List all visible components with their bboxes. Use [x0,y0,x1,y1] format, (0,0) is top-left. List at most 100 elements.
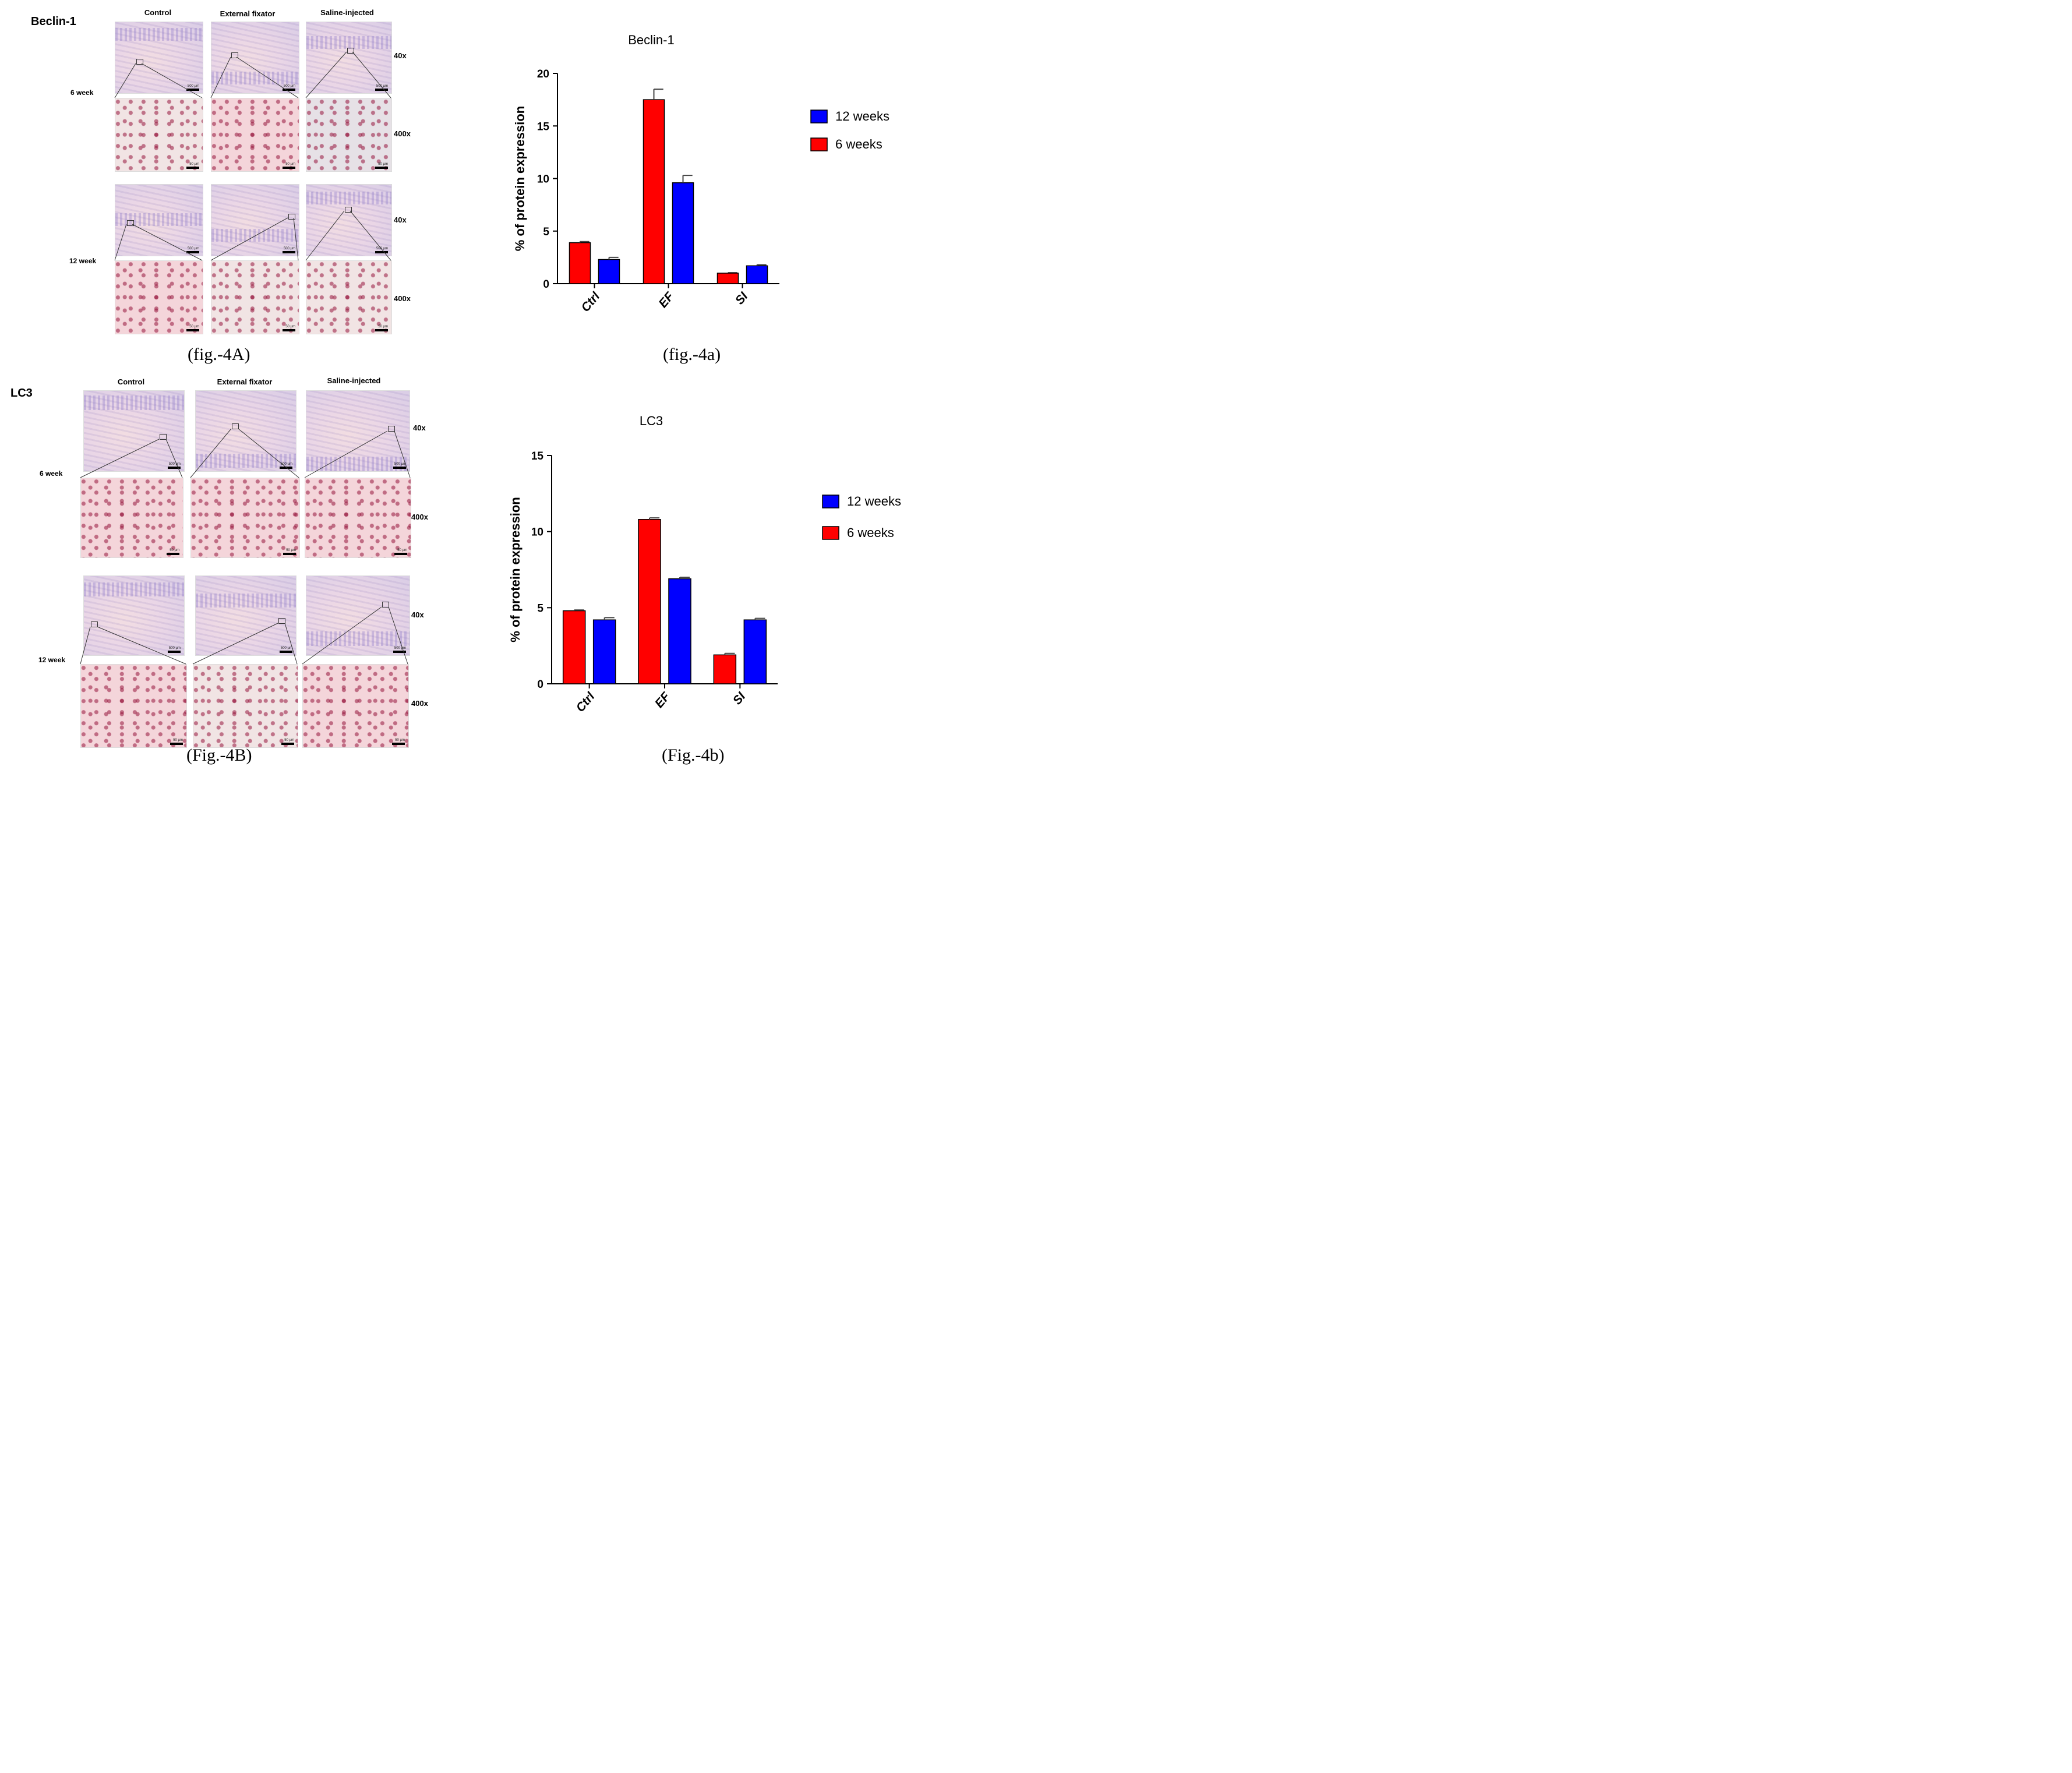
scale-bar [393,651,406,653]
zoom-box [382,602,389,608]
lc3-12w-control-40x: 500 µm [83,575,185,656]
scale-text: 500 µm [187,247,199,250]
lc3-mag-400x-a: 400x [411,513,428,521]
lc3-6w-ef-40x: 500 µm [195,390,296,472]
caption-fig-4b: (Fig.-4b) [662,746,725,765]
lc3-12w-saline-400x: 50 µm [302,664,409,748]
scale-bar [394,553,407,555]
zoom-box [127,220,134,226]
tissue-band [211,228,299,242]
beclin-col-saline: Saline-injected [320,8,374,17]
bar-ef-12-weeks [672,182,694,284]
zoom-line [236,56,299,98]
scale-bar [186,329,199,331]
x-tick-label: Ctrl [578,289,603,315]
lc3-6w-control-400x: 50 µm [80,478,183,558]
beclin-row-6week: 6 week [70,89,94,97]
scale-text: 500 µm [280,462,292,466]
chart-title: LC3 [640,414,663,428]
beclin-panel-title: Beclin-1 [31,15,76,28]
scale-bar [283,329,295,331]
zoom-line [284,623,298,665]
lc3-mag-400x-b: 400x [411,699,428,708]
lc3-12w-saline-40x: 500 µm [306,575,410,656]
figure-4: Beclin-1 Control External fixator Saline… [0,0,907,776]
scale-bar [375,167,388,169]
chart-title: Beclin-1 [628,33,674,47]
legend-label: 6 weeks [847,525,894,540]
zoom-line [210,217,288,261]
zoom-line [293,217,299,261]
zoom-box [347,48,354,54]
zoom-line [80,439,160,478]
x-tick-label: Ctrl [574,690,598,715]
y-tick-label: 0 [537,679,543,691]
bar-ctrl-6-weeks [562,610,586,684]
scale-text: 50 µm [284,739,294,742]
scale-text: 50 µm [285,325,295,329]
beclin-12w-control-400x: 50 µm [115,260,203,334]
zoom-line [305,51,347,98]
zoom-box [160,434,167,440]
scale-text: 500 µm [394,647,406,650]
zoom-line [302,606,382,665]
beclin-bar-chart: Beclin-1 % of protein expression 0 5 10 15 20 C… [513,33,889,315]
lc3-col-control: Control [117,377,145,386]
scale-text: 500 µm [280,647,292,650]
zoom-line [114,63,136,98]
y-tick-label: 10 [531,527,543,539]
beclin-6w-ef-40x: 500 µm [211,22,299,94]
lc3-col-saline: Saline-injected [327,376,381,385]
scale-text: 500 µm [376,84,388,88]
y-tick-label: 5 [537,602,543,614]
zoom-line [394,430,411,478]
x-tick-label: EF [656,289,677,310]
zoom-line [350,210,391,261]
scale-text: 500 µm [394,462,406,466]
tissue-band [211,72,299,85]
y-tick-label: 0 [543,278,549,291]
zoom-box [231,52,238,58]
tissue-band [115,213,203,226]
scale-text: 500 µm [283,247,295,250]
beclin-12w-control-40x: 500 µm [115,184,203,256]
y-axis-label: % of protein expression [508,497,523,642]
lc3-col-external-fixator: External fixator [217,377,273,386]
scale-bar [375,251,388,253]
zoom-line [304,430,388,478]
zoom-line [210,56,231,98]
zoom-line [190,428,232,478]
scale-text: 50 µm [378,325,388,329]
scale-bar [281,743,294,745]
zoom-box [278,618,285,624]
beclin-6w-control-400x: 50 µm [115,98,203,172]
scale-bar [393,467,406,469]
y-axis-label: % of protein expression [513,106,527,251]
bar-ef-6-weeks [643,99,665,284]
caption-fig-4A: (fig.-4A) [188,345,250,364]
scale-bar [392,743,405,745]
bar-si-6-weeks [716,273,739,284]
tissue-band [306,631,410,646]
lc3-12w-control-400x: 50 µm [80,664,187,748]
zoom-line [165,439,183,478]
x-tick-label: EF [652,690,673,711]
tissue-band [196,593,296,608]
tissue-band [115,27,203,41]
scale-bar [186,89,199,91]
scale-text: 50 µm [285,163,295,166]
scale-bar [280,651,292,653]
legend-label: 12 weeks [847,494,901,508]
bar-ctrl-12-weeks [592,619,616,684]
y-tick-label: 15 [531,450,544,462]
scale-bar [186,251,199,253]
scale-bar [375,89,388,91]
lc3-12w-ef-40x: 500 µm [195,575,296,656]
lc3-row-12week: 12 week [38,656,66,664]
scale-text: 50 µm [395,739,405,742]
zoom-line [97,626,186,665]
scale-text: 50 µm [378,163,388,166]
legend-swatch [822,495,839,508]
caption-fig-4a: (fig.-4a) [663,345,721,364]
bar-si-12-weeks [743,619,767,684]
